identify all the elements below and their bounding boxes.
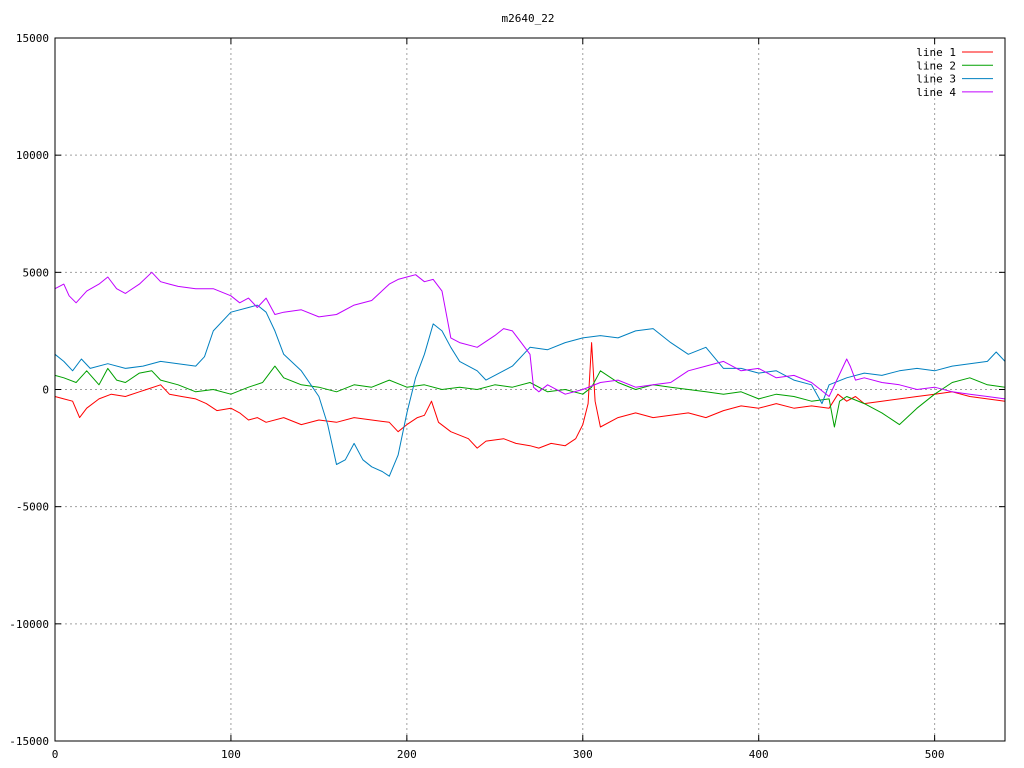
chart-title: m2640_22 xyxy=(502,12,555,25)
axis-ticks: -15000 -10000 -5000 0 5000 10000 15000 0 100 200 3… xyxy=(9,32,1005,761)
x-tick-label: 400 xyxy=(749,748,769,761)
x-tick-label: 0 xyxy=(52,748,59,761)
legend-label: line 2 xyxy=(916,59,956,72)
x-tick-label: 300 xyxy=(573,748,593,761)
legend-label: line 1 xyxy=(916,46,956,59)
y-tick-label: -15000 xyxy=(9,735,49,748)
series-line-1 xyxy=(54,342,1006,449)
y-tick-label: -5000 xyxy=(16,501,49,514)
y-tick-label: 0 xyxy=(42,384,49,397)
x-tick-label: 500 xyxy=(925,748,945,761)
y-tick-label: 5000 xyxy=(23,266,50,279)
y-tick-label: -10000 xyxy=(9,618,49,631)
series-line-3 xyxy=(54,304,1006,477)
x-tick-label: 200 xyxy=(397,748,417,761)
legend-label: line 4 xyxy=(916,86,956,99)
y-tick-label: 15000 xyxy=(16,32,49,45)
x-tick-label: 100 xyxy=(221,748,241,761)
grid xyxy=(55,38,1005,741)
legend-label: line 3 xyxy=(916,73,956,86)
series-line-4 xyxy=(54,271,1006,400)
y-tick-label: 10000 xyxy=(16,149,49,162)
series-group xyxy=(54,271,1006,477)
series-line-2 xyxy=(54,365,1006,428)
